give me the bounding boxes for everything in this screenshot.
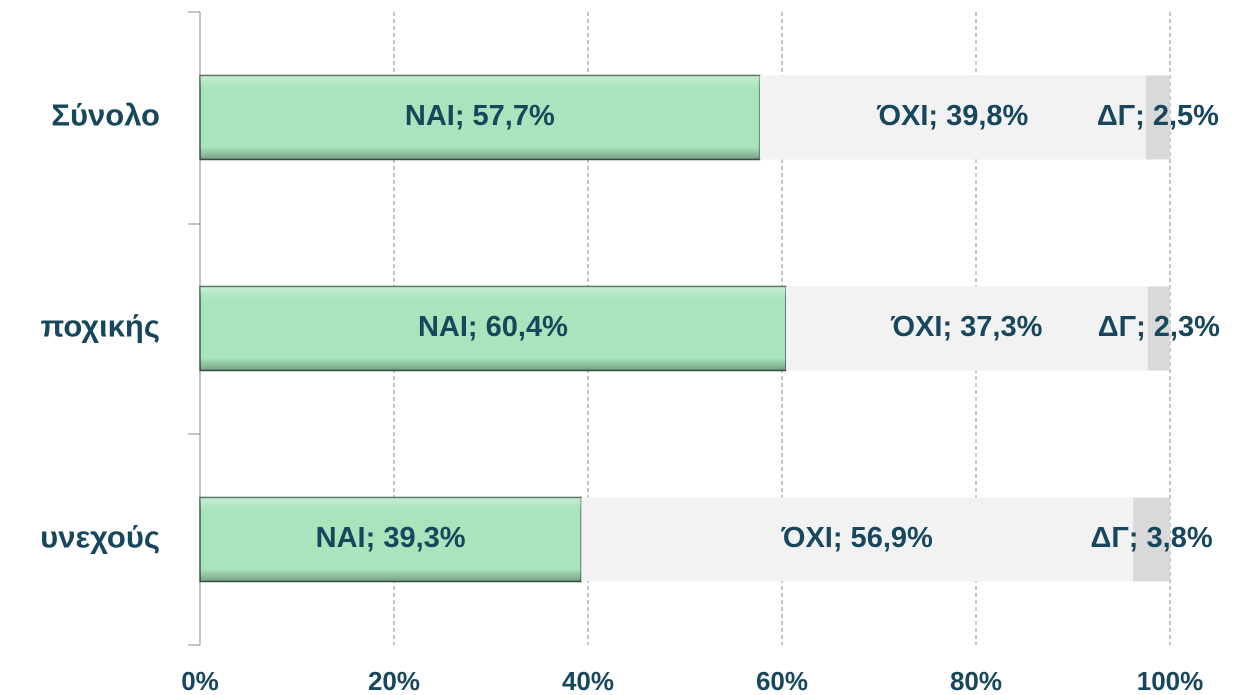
bar-segment	[759, 75, 1146, 160]
data-label: ΔΓ; 3,8%	[1091, 522, 1213, 554]
category-ticks	[188, 11, 200, 646]
bar-bevel	[200, 497, 582, 582]
data-label: ΌΧΙ; 39,8%	[876, 100, 1028, 132]
x-tick-label: 0%	[181, 666, 219, 695]
bar-segment	[1147, 286, 1170, 371]
data-label: ΝΑΙ; 60,4%	[418, 311, 568, 343]
bar-segment	[785, 286, 1148, 371]
data-label: ΝΑΙ; 57,7%	[405, 100, 555, 132]
x-tick-label: 100%	[1137, 666, 1204, 695]
y-tick-label: Σύνολο	[51, 98, 160, 133]
x-tick-label: 80%	[950, 666, 1002, 695]
data-label: ΝΑΙ; 39,3%	[316, 522, 466, 554]
bar-bevel	[200, 75, 760, 160]
bar-segment	[1133, 497, 1170, 582]
data-label: ΔΓ; 2,5%	[1097, 100, 1219, 132]
x-tick-label: 20%	[368, 666, 420, 695]
y-tick-label: ποχικής	[41, 309, 161, 344]
bar-bevel	[200, 286, 786, 371]
x-tick-label: 40%	[562, 666, 614, 695]
data-label: ΌΧΙ; 37,3%	[890, 311, 1042, 343]
y-tick-label: υνεχούς	[40, 520, 160, 555]
bar-segment	[581, 497, 1134, 582]
x-tick-label: 60%	[756, 666, 808, 695]
data-label: ΔΓ; 2,3%	[1098, 311, 1220, 343]
data-label: ΌΧΙ; 56,9%	[781, 522, 933, 554]
bar-segment	[1145, 75, 1170, 160]
